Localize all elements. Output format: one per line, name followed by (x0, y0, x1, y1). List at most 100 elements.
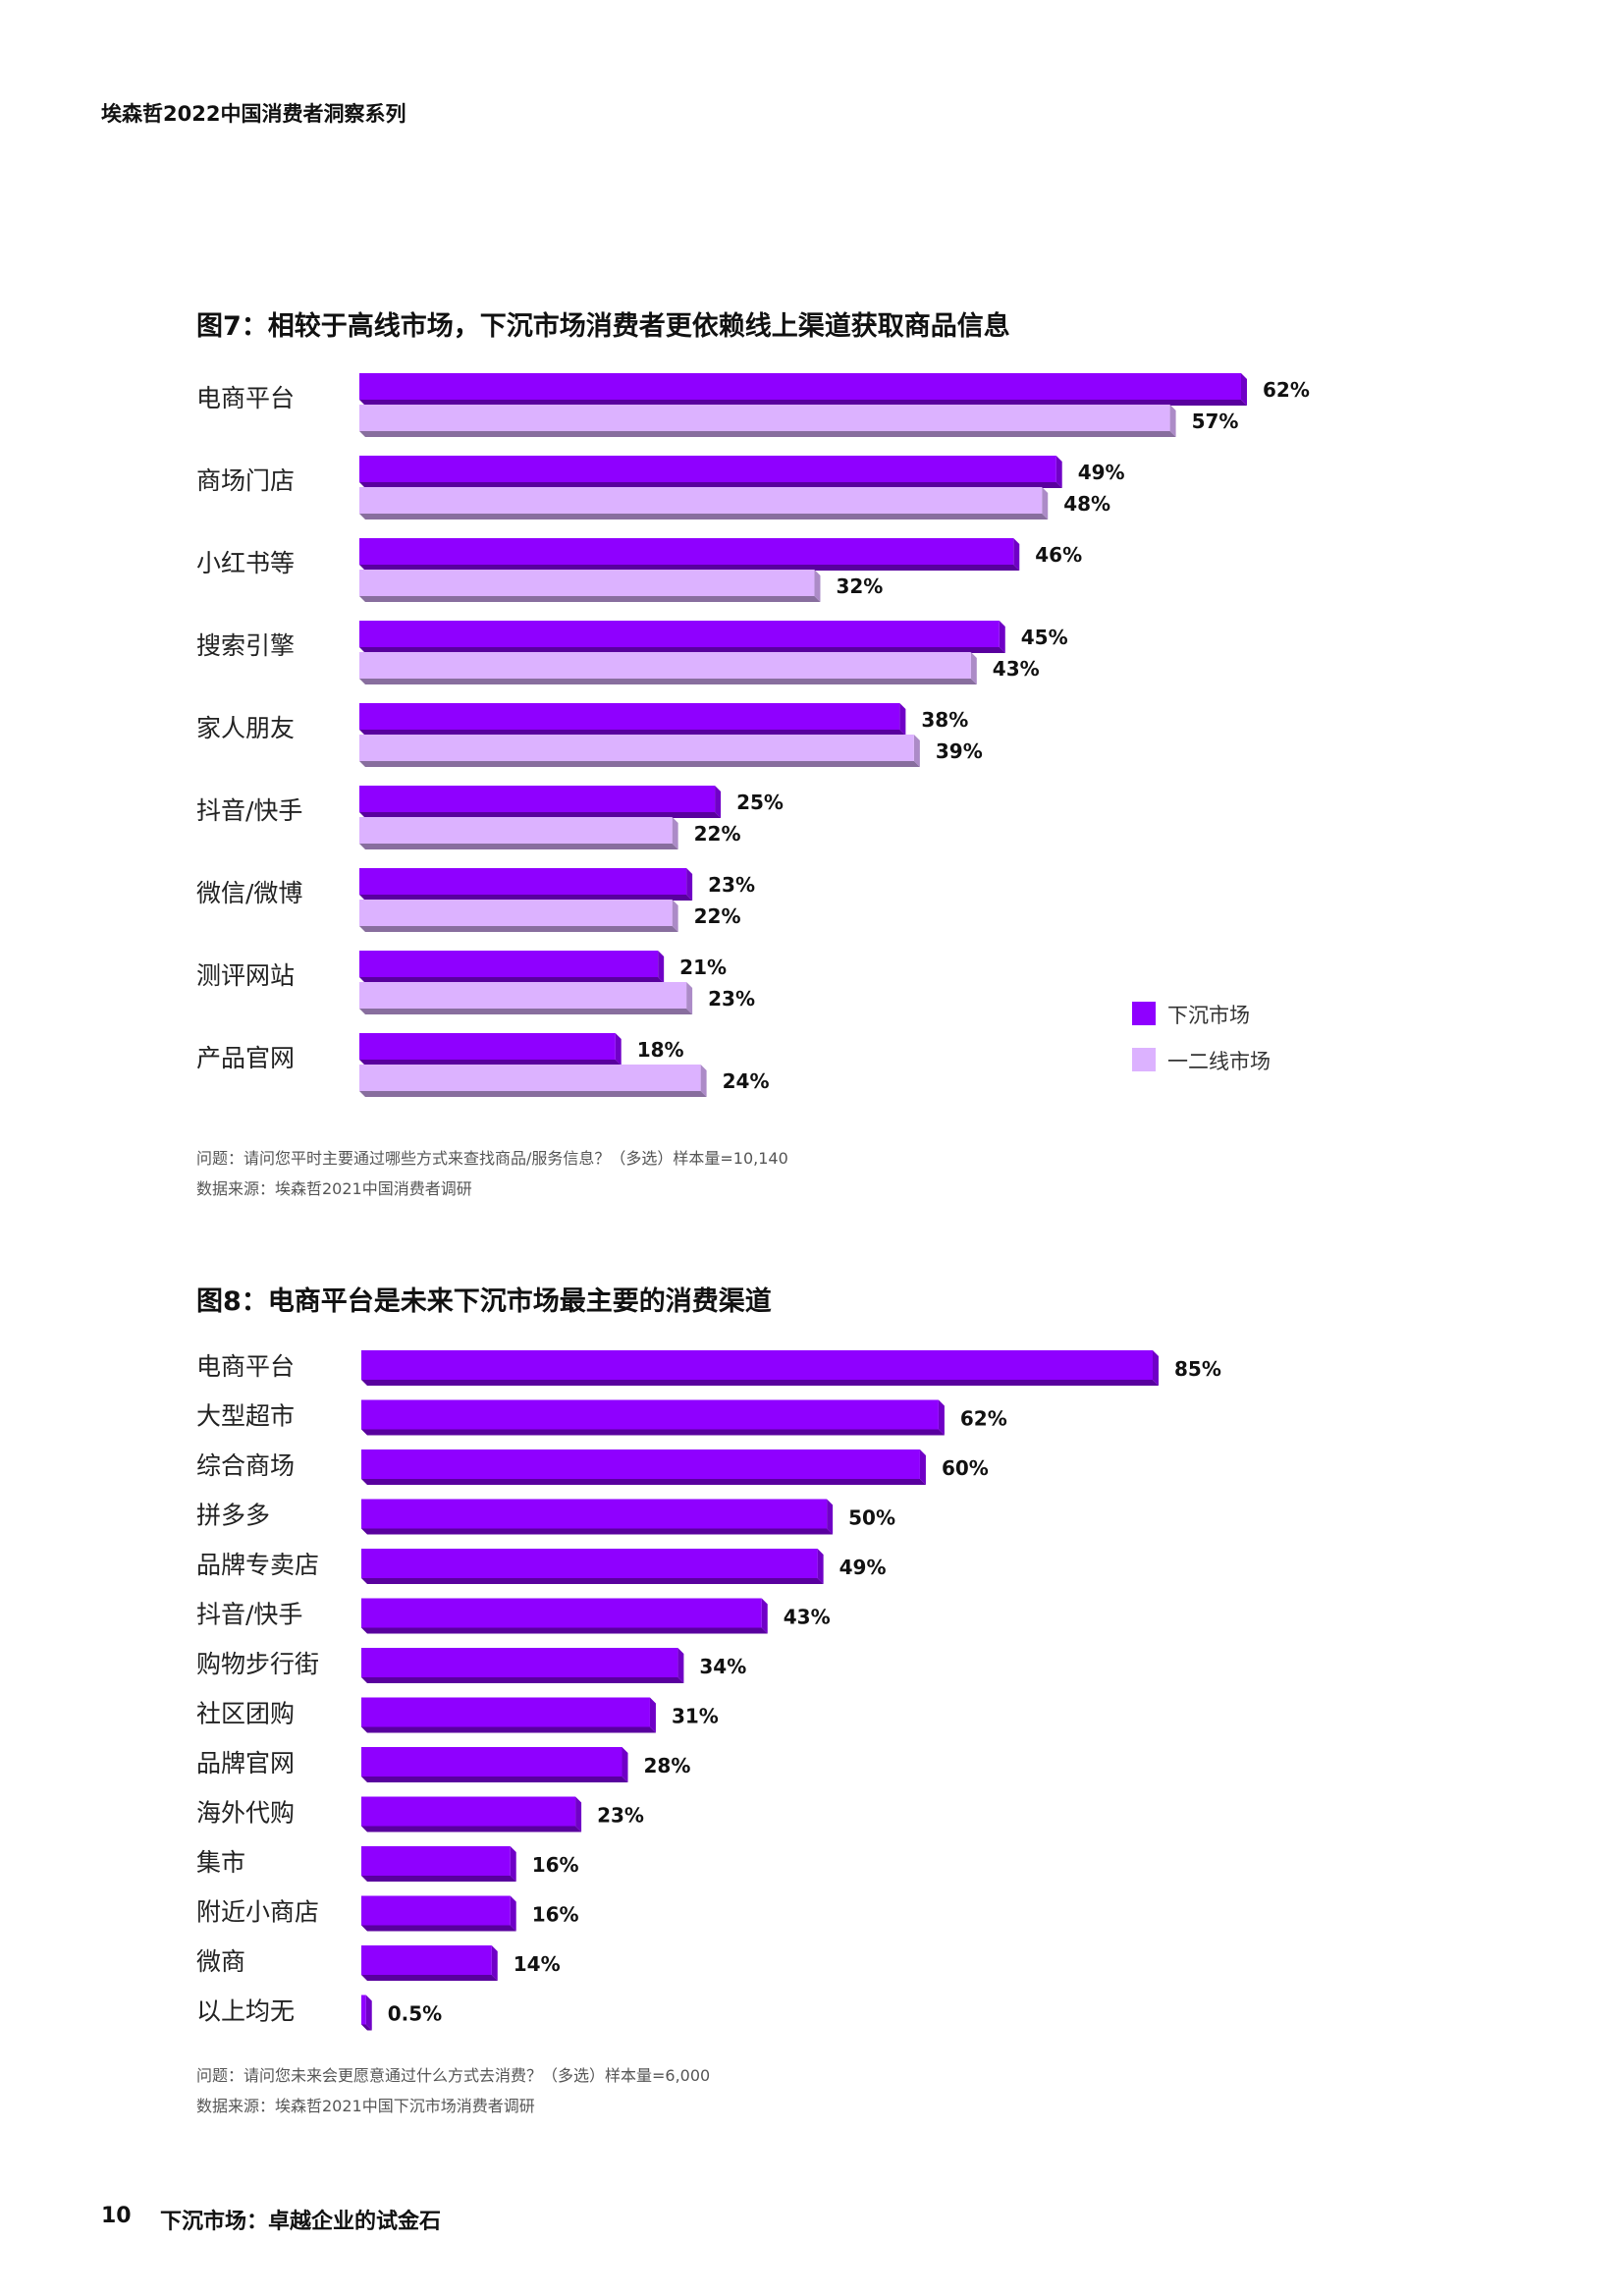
value-label-tier12-7: 22% (694, 904, 741, 928)
value-label-tier12-9: 24% (723, 1069, 770, 1093)
figure8-question-note: 问题：请问您未来会更愿意通过什么方式去消费？（多选）样本量=6,000 (196, 2066, 711, 2085)
bar-12-bottom-face (361, 1925, 516, 1932)
category-label-7: 购物步行街 (196, 1650, 319, 1678)
category-label-9: 品牌官网 (196, 1749, 295, 1777)
category-label-7: 微信/微博 (196, 879, 302, 907)
bar-lower-tier-4-side-face (999, 621, 1005, 653)
bar-7 (361, 1648, 678, 1677)
value-label-9: 28% (644, 1754, 691, 1777)
bar-11 (361, 1846, 511, 1876)
value-label-tier12-2: 48% (1063, 492, 1110, 516)
bar-12 (361, 1895, 511, 1926)
bar-tier12-2 (359, 487, 1043, 514)
category-label-11: 集市 (196, 1848, 245, 1877)
value-label-lower-tier-1: 62% (1263, 378, 1310, 402)
category-label-14: 以上均无 (196, 1997, 295, 2026)
bar-5-bottom-face (361, 1578, 824, 1584)
bar-10-side-face (575, 1796, 582, 1832)
category-label-6: 抖音/快手 (196, 1601, 302, 1629)
bar-lower-tier-4 (359, 621, 1000, 647)
bar-9-bottom-face (361, 1777, 628, 1782)
bar-2-side-face (938, 1399, 945, 1436)
category-label-4: 搜索引擎 (196, 631, 295, 660)
figure7-chart: 电商平台 62% 57% 商场门店 49% 48% 小红书等 46% 32% 搜索引擎 45% 43%… (196, 373, 1310, 1097)
bar-tier12-7 (359, 900, 673, 926)
value-label-lower-tier-2: 49% (1078, 461, 1125, 484)
bar-lower-tier-3-bottom-face (359, 565, 1020, 571)
figure7-source-note: 数据来源：埃森哲2021中国消费者调研 (196, 1179, 472, 1198)
bar-lower-tier-7-side-face (686, 868, 693, 901)
bar-tier12-3-side-face (814, 570, 821, 602)
bar-14-side-face (365, 1995, 372, 2031)
value-label-lower-tier-9: 18% (637, 1038, 684, 1062)
bar-tier12-4 (359, 652, 971, 679)
figure8-source-note: 数据来源：埃森哲2021中国下沉市场消费者调研 (196, 2097, 535, 2115)
bar-1-bottom-face (361, 1380, 1159, 1386)
bar-tier12-1 (359, 405, 1170, 431)
category-label-8: 社区团购 (196, 1700, 295, 1728)
bar-lower-tier-9 (359, 1033, 616, 1060)
category-label-8: 测评网站 (196, 961, 295, 990)
bar-tier12-8-bottom-face (359, 1009, 693, 1014)
figure8-title: 图8：电商平台是未来下沉市场最主要的消费渠道 (196, 1286, 772, 1317)
value-label-tier12-5: 39% (936, 739, 983, 763)
bar-tier12-5 (359, 735, 914, 761)
bar-6-side-face (761, 1598, 768, 1634)
bar-13 (361, 1945, 492, 1975)
bar-4-bottom-face (361, 1528, 834, 1535)
bar-14-bottom-face (361, 2024, 372, 2031)
bar-lower-tier-6-bottom-face (359, 812, 722, 818)
bar-tier12-7-side-face (672, 900, 678, 932)
value-label-lower-tier-3: 46% (1035, 543, 1082, 567)
value-label-lower-tier-8: 21% (679, 956, 727, 979)
legend-label-lower-tier: 下沉市场 (1167, 1004, 1250, 1027)
value-label-lower-tier-4: 45% (1021, 626, 1068, 649)
bar-tier12-2-side-face (1042, 487, 1049, 519)
value-label-1: 85% (1174, 1357, 1221, 1381)
bar-lower-tier-6 (359, 786, 716, 812)
value-label-tier12-4: 43% (993, 657, 1040, 681)
bar-lower-tier-1-side-face (1241, 373, 1247, 406)
bar-3-bottom-face (361, 1479, 926, 1485)
bar-9 (361, 1747, 622, 1777)
bar-tier12-5-side-face (913, 735, 920, 767)
bar-11-side-face (510, 1846, 516, 1882)
figure8-chart: 电商平台 85% 大型超市 62% 综合商场 60% 拼多多 50% 品牌专卖店 49% 抖音/快手… (196, 1350, 1221, 2031)
bar-1 (361, 1350, 1153, 1380)
category-label-5: 家人朋友 (196, 714, 295, 742)
bar-tier12-2-bottom-face (359, 514, 1049, 519)
figure7-question-note: 问题：请问您平时主要通过哪些方式来查找商品/服务信息？（多选）样本量=10,14… (196, 1149, 788, 1168)
value-label-5: 49% (839, 1556, 887, 1579)
legend-swatch-tier12 (1132, 1048, 1156, 1071)
bar-2 (361, 1399, 939, 1430)
value-label-10: 23% (597, 1804, 644, 1828)
category-label-1: 电商平台 (196, 1352, 295, 1381)
bar-lower-tier-8-side-face (658, 951, 665, 983)
value-label-tier12-6: 22% (694, 822, 741, 846)
bar-lower-tier-7 (359, 868, 687, 895)
bar-lower-tier-8-bottom-face (359, 977, 665, 983)
value-label-12: 16% (532, 1903, 579, 1927)
bar-tier12-9 (359, 1065, 701, 1091)
category-label-3: 小红书等 (196, 549, 295, 577)
bar-4-side-face (827, 1499, 834, 1535)
bar-tier12-3 (359, 570, 815, 596)
legend-swatch-lower-tier (1132, 1002, 1156, 1025)
value-label-lower-tier-6: 25% (736, 791, 784, 814)
category-label-12: 附近小商店 (196, 1898, 319, 1927)
bar-tier12-6 (359, 817, 673, 844)
value-label-lower-tier-7: 23% (708, 873, 755, 897)
bar-5-side-face (817, 1549, 824, 1584)
legend-label-tier12: 一二线市场 (1167, 1050, 1271, 1073)
bar-6 (361, 1598, 762, 1628)
value-label-8: 31% (672, 1705, 719, 1728)
bar-tier12-9-bottom-face (359, 1091, 707, 1097)
page-number: 10 (101, 2204, 132, 2228)
bar-5 (361, 1549, 818, 1578)
bar-8-bottom-face (361, 1726, 656, 1733)
bar-7-bottom-face (361, 1677, 684, 1683)
bar-tier12-7-bottom-face (359, 926, 678, 932)
category-label-13: 微商 (196, 1947, 245, 1976)
bar-tier12-9-side-face (700, 1065, 707, 1097)
bar-3-side-face (919, 1449, 926, 1485)
